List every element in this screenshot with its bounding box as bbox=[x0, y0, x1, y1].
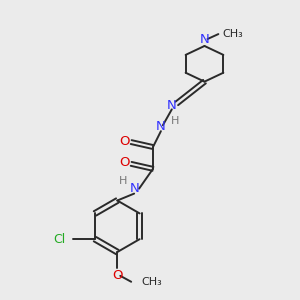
Text: H: H bbox=[171, 116, 179, 126]
Text: N: N bbox=[200, 32, 209, 46]
Text: O: O bbox=[119, 135, 130, 148]
Text: N: N bbox=[156, 120, 166, 133]
Text: H: H bbox=[119, 176, 128, 186]
Text: CH₃: CH₃ bbox=[141, 277, 162, 287]
Text: Cl: Cl bbox=[53, 233, 65, 246]
Text: CH₃: CH₃ bbox=[222, 29, 243, 39]
Text: N: N bbox=[167, 99, 177, 112]
Text: N: N bbox=[129, 182, 139, 195]
Text: O: O bbox=[112, 269, 123, 282]
Text: O: O bbox=[119, 156, 130, 170]
